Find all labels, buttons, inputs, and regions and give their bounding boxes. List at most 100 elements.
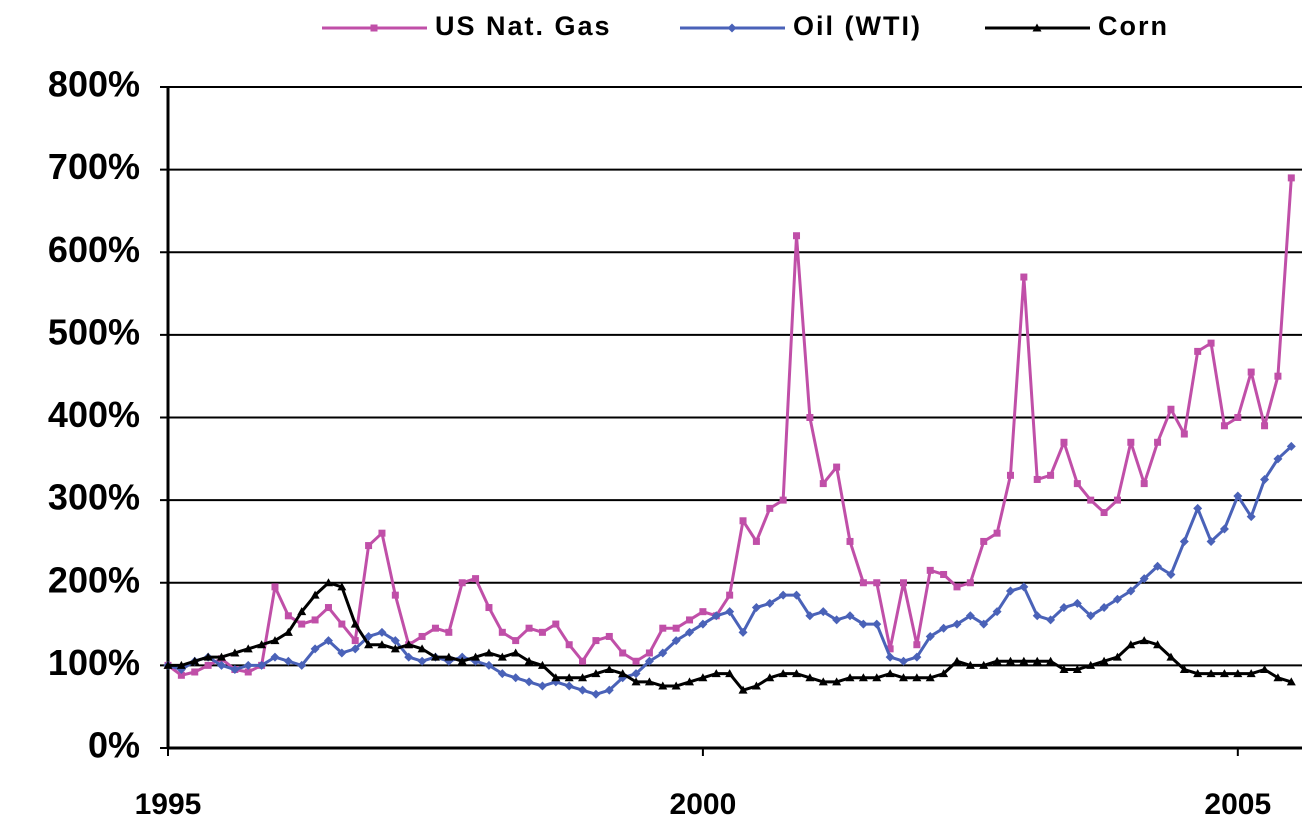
marker	[913, 641, 921, 649]
marker	[323, 578, 333, 587]
marker	[191, 668, 199, 676]
marker	[1234, 414, 1242, 421]
marker	[283, 656, 293, 666]
legend-label: Oil (WTI)	[793, 11, 922, 41]
marker	[1019, 582, 1029, 592]
x-tick-label: 2005	[1204, 788, 1271, 821]
marker	[1032, 611, 1042, 621]
marker	[390, 636, 400, 646]
marker	[872, 673, 882, 682]
marker	[979, 619, 989, 629]
marker	[538, 628, 546, 636]
marker	[1139, 574, 1149, 584]
marker	[591, 689, 601, 699]
marker	[632, 657, 640, 665]
marker	[1206, 536, 1216, 546]
marker	[979, 660, 989, 669]
marker	[912, 652, 922, 662]
marker	[579, 657, 587, 665]
marker	[1060, 438, 1068, 446]
marker	[1273, 454, 1283, 464]
marker	[1127, 438, 1135, 446]
marker	[752, 537, 760, 545]
marker	[404, 652, 414, 662]
marker	[565, 641, 573, 649]
marker	[671, 636, 681, 646]
y-tick-label: 800%	[48, 64, 140, 105]
marker	[699, 608, 707, 616]
marker	[310, 644, 320, 654]
marker	[564, 681, 574, 691]
marker	[965, 660, 975, 669]
marker	[873, 579, 881, 587]
marker	[498, 628, 506, 636]
marker	[925, 631, 935, 641]
marker	[484, 648, 494, 657]
marker	[1166, 569, 1176, 579]
marker	[953, 583, 961, 591]
marker	[1099, 656, 1109, 665]
marker	[1020, 273, 1028, 281]
marker	[324, 604, 332, 612]
marker	[1100, 509, 1108, 517]
marker	[833, 463, 841, 471]
marker	[1193, 669, 1203, 678]
marker	[444, 652, 454, 661]
marker	[1033, 475, 1041, 483]
marker	[671, 681, 681, 690]
marker	[832, 615, 842, 625]
marker	[311, 616, 319, 624]
marker	[1219, 669, 1229, 678]
marker	[257, 660, 267, 670]
marker	[739, 517, 747, 525]
marker	[872, 619, 882, 629]
marker	[685, 627, 695, 637]
marker	[1233, 491, 1243, 501]
marker	[203, 652, 213, 661]
marker	[1167, 405, 1175, 413]
marker	[1154, 438, 1162, 446]
marker	[778, 590, 788, 600]
marker	[1180, 430, 1188, 438]
marker	[685, 677, 695, 686]
marker	[792, 669, 802, 678]
marker	[337, 582, 347, 591]
marker	[591, 669, 601, 678]
marker	[658, 681, 668, 690]
marker	[727, 23, 737, 33]
marker	[1246, 669, 1256, 678]
marker	[497, 652, 507, 661]
marker	[1059, 603, 1069, 613]
marker	[738, 627, 748, 637]
marker	[858, 673, 868, 682]
marker	[1006, 471, 1014, 479]
marker	[765, 673, 775, 682]
marker	[658, 648, 668, 658]
marker	[818, 607, 828, 617]
marker	[672, 624, 680, 632]
marker	[298, 620, 306, 628]
marker	[832, 677, 842, 686]
marker	[711, 611, 721, 621]
marker	[1139, 636, 1149, 645]
marker	[1219, 524, 1229, 534]
marker	[725, 669, 735, 678]
y-tick-label: 300%	[48, 477, 140, 518]
marker	[1112, 652, 1122, 661]
marker	[846, 537, 854, 545]
marker	[766, 504, 774, 512]
marker	[270, 636, 280, 645]
marker	[216, 652, 226, 661]
marker	[497, 669, 507, 679]
marker	[243, 660, 253, 670]
marker	[364, 640, 374, 649]
marker	[552, 620, 560, 628]
marker	[926, 566, 934, 574]
marker	[1059, 665, 1069, 674]
marker	[297, 607, 307, 616]
marker	[765, 598, 775, 608]
marker	[1166, 652, 1176, 661]
marker	[845, 611, 855, 621]
marker	[1287, 174, 1295, 182]
